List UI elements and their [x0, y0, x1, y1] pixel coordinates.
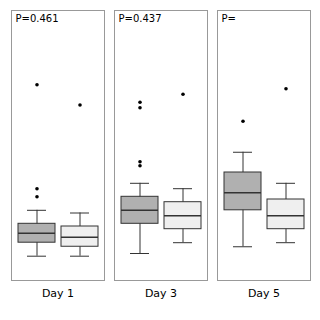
svg-text:Day 3: Day 3 — [145, 287, 177, 300]
svg-text:P=0.461: P=0.461 — [16, 13, 59, 24]
svg-text:Day 1: Day 1 — [42, 287, 74, 300]
svg-text:Day 5: Day 5 — [248, 287, 280, 300]
svg-text:P=: P= — [222, 13, 236, 24]
svg-text:P=0.437: P=0.437 — [119, 13, 162, 24]
